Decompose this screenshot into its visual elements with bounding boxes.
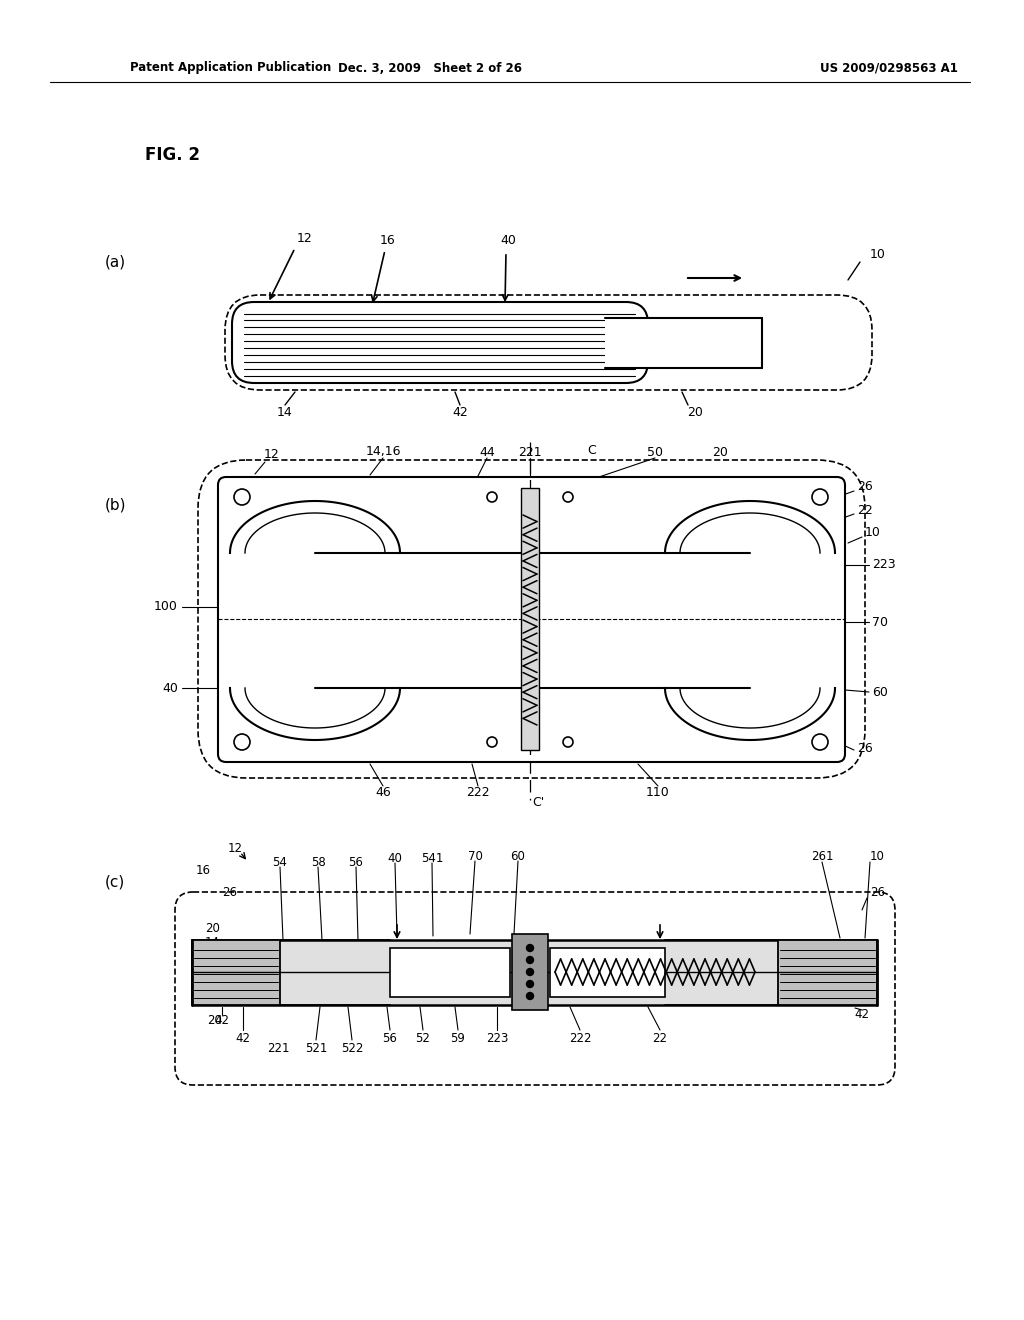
Circle shape — [526, 981, 534, 987]
Text: 46: 46 — [375, 785, 391, 799]
Text: (b): (b) — [104, 498, 126, 512]
Text: 56: 56 — [383, 1031, 397, 1044]
Text: 42: 42 — [453, 405, 468, 418]
Text: 14: 14 — [278, 405, 293, 418]
Text: 26: 26 — [857, 480, 872, 494]
Polygon shape — [605, 318, 762, 368]
Text: 20: 20 — [205, 921, 220, 935]
Text: 221: 221 — [266, 1041, 289, 1055]
Text: 22: 22 — [857, 503, 872, 516]
Text: 50: 50 — [647, 446, 663, 458]
Text: 223: 223 — [485, 1031, 508, 1044]
FancyBboxPatch shape — [225, 294, 872, 389]
Text: FIG. 2: FIG. 2 — [145, 147, 200, 164]
Text: 221: 221 — [518, 446, 542, 458]
Text: 12: 12 — [264, 449, 280, 462]
Text: Patent Application Publication: Patent Application Publication — [130, 62, 331, 74]
Text: 20: 20 — [687, 405, 702, 418]
Polygon shape — [193, 940, 280, 1005]
Text: 42: 42 — [854, 1008, 869, 1022]
FancyBboxPatch shape — [175, 892, 895, 1085]
Polygon shape — [521, 488, 539, 750]
Text: 222: 222 — [466, 785, 489, 799]
Text: 70: 70 — [872, 615, 888, 628]
Text: 12: 12 — [227, 842, 243, 854]
Text: 42: 42 — [236, 1031, 251, 1044]
Text: 70: 70 — [468, 850, 482, 862]
Text: 59: 59 — [451, 1031, 466, 1044]
Text: 60: 60 — [511, 850, 525, 862]
Text: 26: 26 — [870, 887, 885, 899]
Text: 100: 100 — [155, 601, 178, 614]
Text: Dec. 3, 2009   Sheet 2 of 26: Dec. 3, 2009 Sheet 2 of 26 — [338, 62, 522, 74]
Text: 521: 521 — [305, 1041, 328, 1055]
Text: 541: 541 — [421, 851, 443, 865]
Text: (c): (c) — [104, 874, 125, 890]
Text: 22: 22 — [652, 1031, 668, 1044]
FancyBboxPatch shape — [232, 302, 648, 383]
Circle shape — [526, 945, 534, 952]
Text: 20: 20 — [712, 446, 728, 458]
Text: 40: 40 — [387, 851, 402, 865]
Text: US 2009/0298563 A1: US 2009/0298563 A1 — [820, 62, 957, 74]
Text: 10: 10 — [865, 527, 881, 540]
Text: 222: 222 — [568, 1031, 591, 1044]
Text: 56: 56 — [348, 855, 364, 869]
Text: 44: 44 — [479, 446, 495, 458]
Text: 26: 26 — [857, 742, 872, 755]
Text: 16: 16 — [380, 234, 396, 247]
Circle shape — [526, 993, 534, 999]
Circle shape — [526, 957, 534, 964]
Polygon shape — [512, 935, 548, 1010]
Polygon shape — [778, 940, 877, 1005]
Text: 10: 10 — [870, 850, 885, 863]
Text: (a): (a) — [104, 255, 126, 269]
Text: 40: 40 — [162, 681, 178, 694]
Text: C: C — [588, 444, 596, 457]
Text: 52: 52 — [416, 1031, 430, 1044]
Text: 223: 223 — [872, 558, 896, 572]
Text: 54: 54 — [272, 855, 288, 869]
Text: 14: 14 — [205, 936, 220, 949]
FancyBboxPatch shape — [218, 477, 845, 762]
Polygon shape — [550, 948, 665, 997]
Circle shape — [526, 969, 534, 975]
Text: 26: 26 — [222, 887, 237, 899]
Text: 14,16: 14,16 — [366, 446, 400, 458]
FancyBboxPatch shape — [198, 459, 865, 777]
Text: 40: 40 — [500, 234, 516, 247]
Text: 58: 58 — [310, 855, 326, 869]
Text: 261: 261 — [811, 850, 834, 863]
Text: C': C' — [531, 796, 544, 808]
Polygon shape — [193, 940, 877, 1005]
Text: 42: 42 — [214, 1014, 229, 1027]
Text: 16: 16 — [196, 863, 211, 876]
Text: 60: 60 — [872, 685, 888, 698]
Text: 110: 110 — [646, 785, 670, 799]
Text: 10: 10 — [870, 248, 886, 261]
Text: 12: 12 — [297, 231, 313, 244]
Text: 20: 20 — [208, 1014, 222, 1027]
Polygon shape — [390, 948, 510, 997]
Text: 522: 522 — [341, 1041, 364, 1055]
